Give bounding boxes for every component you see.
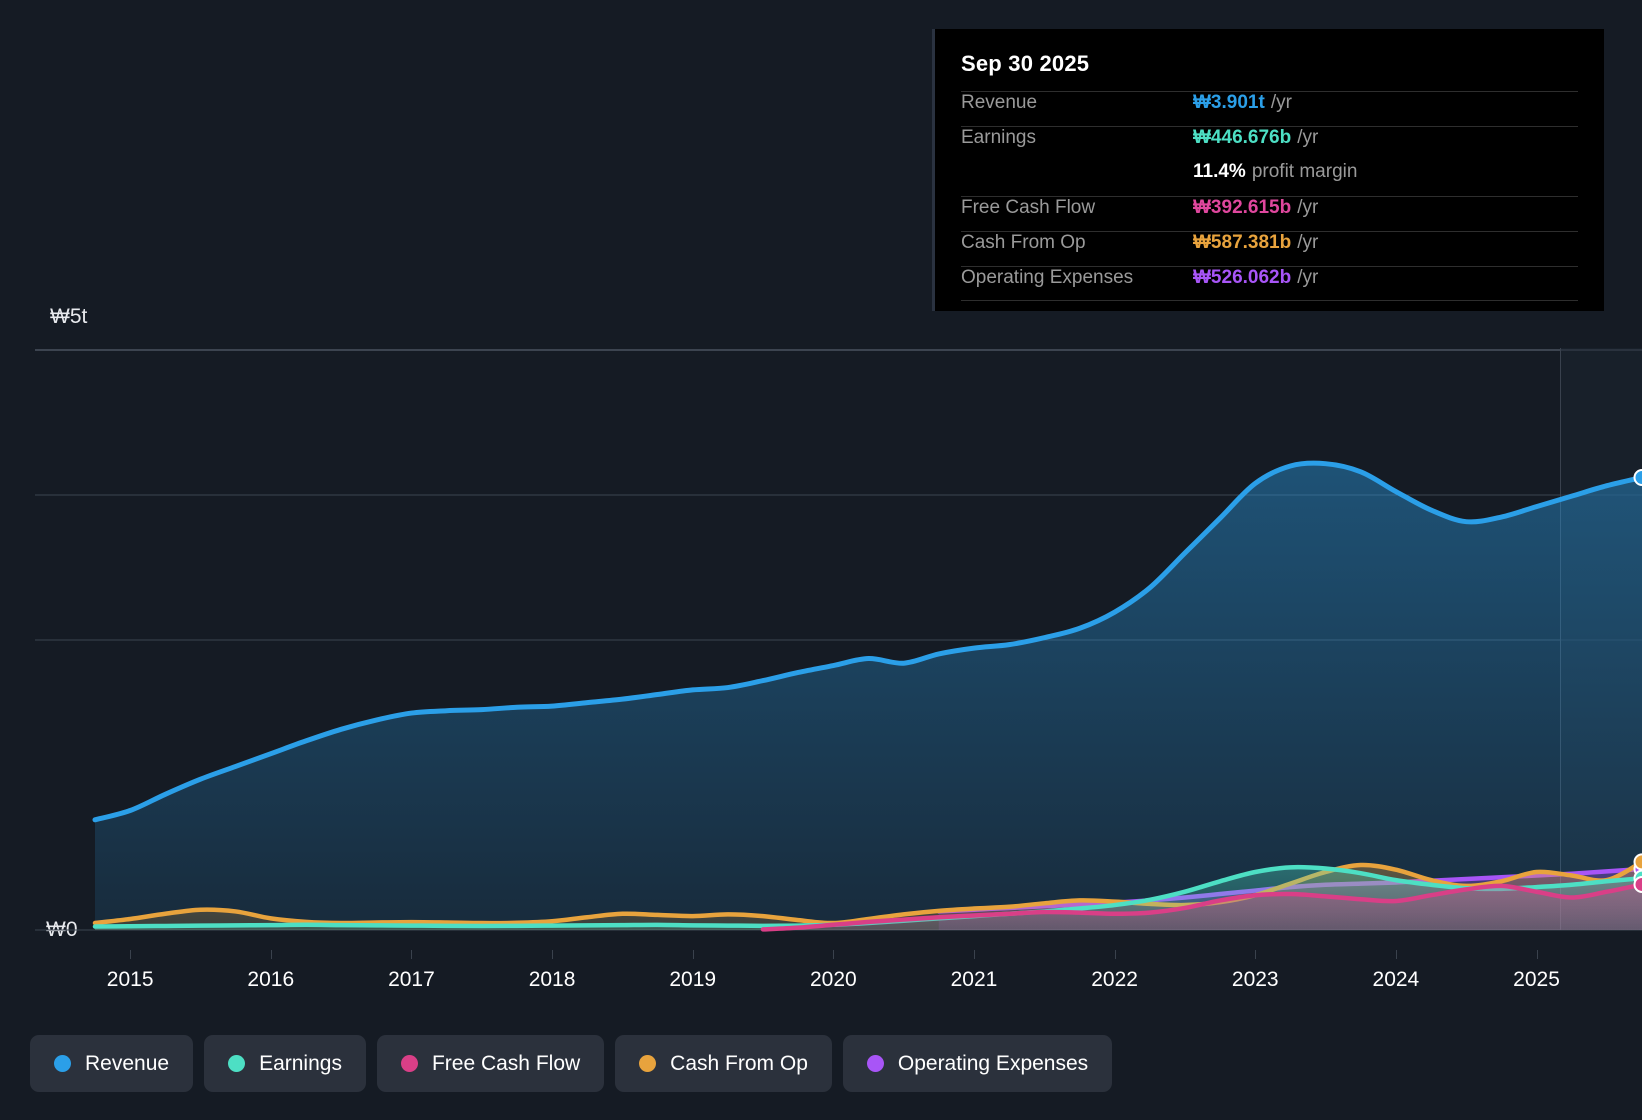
chart-svg [35, 348, 1642, 932]
x-axis-tick-mark [1114, 950, 1116, 959]
legend-item-earnings[interactable]: Earnings [204, 1035, 366, 1092]
x-axis-tick-mark [1536, 950, 1538, 959]
legend-item-revenue[interactable]: Revenue [30, 1035, 194, 1092]
series-area-free-cash-flow [763, 884, 1642, 930]
series-line-free-cash-flow [760, 882, 1642, 932]
chart-legend: Revenue Earnings Free Cash Flow Cash From O… [30, 1035, 1113, 1092]
y-axis-label-top: ₩5t [50, 305, 88, 328]
tooltip-value-profit-margin: 11.4% [1193, 161, 1246, 182]
tooltip-suffix-operating-expenses: /yr [1297, 267, 1319, 288]
x-axis-tick-2017: 2017 [388, 968, 435, 991]
x-axis: 2015 2016 2017 2018 2019 2020 2021 2022 2023 2024… [0, 950, 1642, 994]
legend-item-operating-expenses[interactable]: Operating Expenses [842, 1035, 1113, 1092]
x-axis-tick-mark [973, 950, 975, 959]
x-axis-tick-mark [552, 950, 554, 959]
tooltip-suffix-earnings: /yr [1297, 127, 1319, 148]
tooltip-label-free-cash-flow: Free Cash Flow [961, 197, 1096, 218]
tooltip-label-revenue: Revenue [961, 92, 1038, 113]
tooltip-label-cash-from-op: Cash From Op [961, 232, 1086, 253]
legend-label: Earnings [259, 1051, 342, 1075]
tooltip-value-revenue: ₩3.901t [1193, 92, 1265, 113]
x-axis-tick-mark [692, 950, 694, 959]
legend-label: Operating Expenses [897, 1051, 1089, 1075]
tooltip-value-free-cash-flow: ₩392.615b [1193, 197, 1292, 218]
x-axis-tick-2019: 2019 [669, 968, 717, 991]
series-area-revenue [95, 463, 1642, 930]
x-axis-tick-2021: 2021 [950, 968, 998, 991]
endpoint-marker-free-cash-flow [1633, 875, 1642, 893]
legend-label: Free Cash Flow [431, 1051, 581, 1075]
x-axis-tick-mark [833, 950, 835, 959]
legend-item-free-cash-flow[interactable]: Free Cash Flow [376, 1035, 605, 1092]
endpoint-marker-revenue [1633, 468, 1642, 486]
tooltip-row-revenue: Revenue ₩3.901t /yr [961, 91, 1578, 126]
tooltip-value-cash-from-op: ₩587.381b [1193, 232, 1292, 253]
tooltip-row-operating-expenses: Operating Expenses ₩526.062b /yr [961, 266, 1578, 301]
x-axis-tick-mark [1255, 950, 1257, 959]
legend-color-dot-icon [866, 1055, 884, 1072]
x-axis-tick-2025: 2025 [1513, 968, 1560, 991]
tooltip-row-cash-from-op: Cash From Op ₩587.381b /yr [961, 231, 1578, 266]
x-axis-tick-2015: 2015 [106, 968, 154, 991]
tooltip-label-earnings: Earnings [961, 127, 1036, 148]
x-axis-tick-mark [130, 950, 132, 959]
endpoint-marker-cash-from-op [1633, 853, 1642, 871]
tooltip-row-free-cash-flow: Free Cash Flow ₩392.615b /yr [961, 196, 1578, 231]
tooltip-row-profit-margin: 11.4% profit margin [961, 161, 1578, 196]
x-axis-tick-2016: 2016 [247, 968, 295, 991]
tooltip-suffix-profit-margin: profit margin [1251, 161, 1358, 182]
legend-color-dot-icon [228, 1055, 246, 1072]
x-axis-tick-2024: 2024 [1372, 968, 1420, 991]
chart-plot-area: ₩5t ₩0 [0, 300, 1642, 950]
legend-color-dot-icon [54, 1055, 71, 1072]
x-axis-tick-2023: 2023 [1231, 968, 1279, 991]
tooltip-row-earnings: Earnings ₩446.676b /yr [961, 126, 1578, 161]
tooltip-date: Sep 30 2025 [961, 51, 1090, 76]
tooltip-value-earnings: ₩446.676b [1193, 127, 1292, 148]
x-axis-tick-2022: 2022 [1091, 968, 1138, 991]
x-axis-tick-mark [270, 950, 272, 959]
x-axis-tick-2018: 2018 [528, 968, 576, 991]
tooltip-suffix-cash-from-op: /yr [1297, 232, 1319, 253]
legend-label: Revenue [85, 1051, 170, 1075]
x-axis-tick-mark [411, 950, 413, 959]
data-tooltip-card: Sep 30 2025 Revenue ₩3.901t /yr Earnings… [932, 29, 1604, 311]
x-axis-tick-2020: 2020 [809, 968, 857, 991]
series-line-revenue [92, 460, 1642, 823]
tooltip-suffix-free-cash-flow: /yr [1297, 197, 1319, 218]
tooltip-label-operating-expenses: Operating Expenses [961, 267, 1134, 288]
tooltip-value-operating-expenses: ₩526.062b [1193, 267, 1292, 288]
x-axis-tick-mark [1395, 950, 1397, 959]
legend-item-cash-from-op[interactable]: Cash From Op [615, 1035, 832, 1092]
legend-color-dot-icon [400, 1055, 418, 1072]
legend-color-dot-icon [639, 1055, 657, 1072]
tooltip-suffix-revenue: /yr [1270, 92, 1292, 113]
legend-label: Cash From Op [670, 1051, 808, 1075]
